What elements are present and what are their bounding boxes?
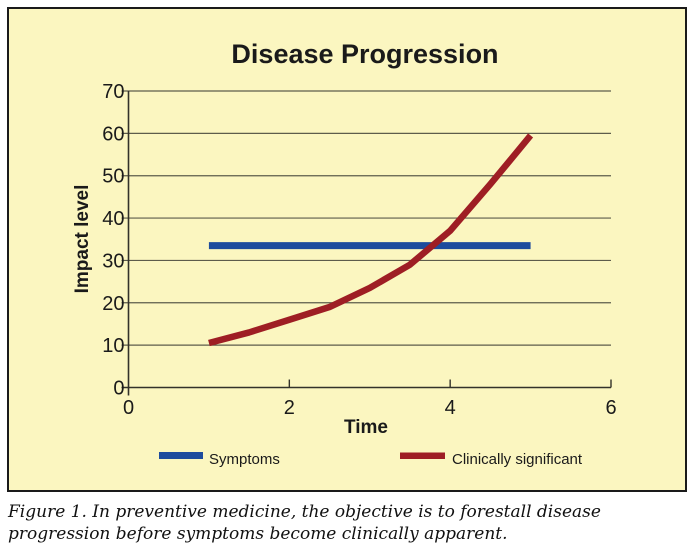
figure-caption: Figure 1. In preventive medicine, the ob… [8,502,601,545]
x-tick-label-0: 0 [123,397,134,419]
tick-labels-group: 0 10 20 30 40 50 60 70 0 2 4 6 [102,81,616,419]
y-tick-label-30: 30 [102,250,124,272]
legend-swatch-symptoms [159,452,203,459]
legend-swatch-clinically-significant [400,452,445,459]
legend-label-clinically-significant: Clinically significant [452,451,583,468]
legend: Symptoms Clinically significant [159,451,583,468]
axes-group [127,91,612,396]
chart-panel: 0 10 20 30 40 50 60 70 0 2 4 6 Disease Progression … [7,7,687,492]
gridlines-group [121,90,611,389]
y-tick-label-60: 60 [102,123,124,145]
series-line-clinically-significant [208,133,534,347]
x-tick-label-4: 4 [445,397,456,419]
x-tick-label-6: 6 [605,397,616,419]
x-axis-label: Time [344,417,388,438]
legend-label-symptoms: Symptoms [209,451,280,468]
y-tick-label-40: 40 [102,208,124,230]
y-tick-label-20: 20 [102,293,124,315]
y-tick-label-10: 10 [102,335,124,357]
chart-title: Disease Progression [231,39,498,69]
y-tick-label-0: 0 [113,378,124,400]
series-group [208,133,534,347]
y-tick-label-70: 70 [102,81,124,103]
y-axis-label: Impact level [72,185,93,294]
y-tick-label-50: 50 [102,166,124,188]
x-tick-label-2: 2 [284,397,295,419]
